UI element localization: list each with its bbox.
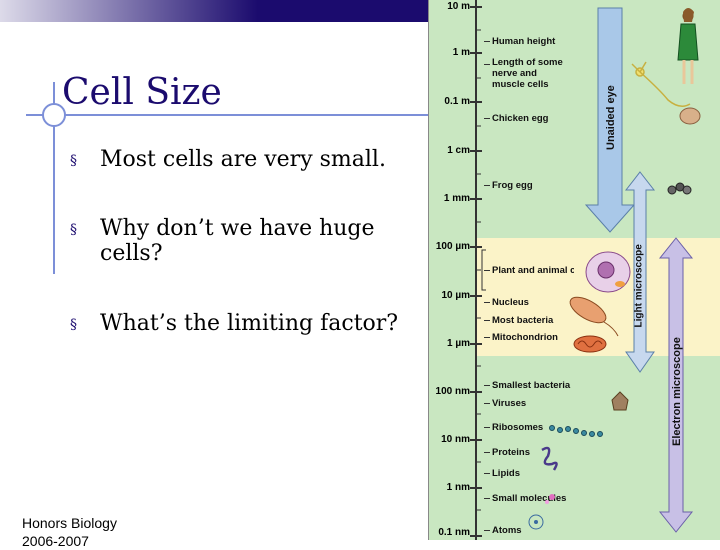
object-tick [484, 530, 490, 531]
electron-microscope-arrow [658, 237, 694, 533]
scale-tick [470, 439, 482, 441]
scale-tick-label: 1 m [452, 47, 470, 58]
scale-tick [470, 246, 482, 248]
bullet-item: § What’s the limiting factor? [70, 311, 415, 336]
scale-tick [470, 150, 482, 152]
unaided-eye-arrow [584, 7, 636, 233]
object-tick [484, 337, 490, 338]
mitochondrion-icon [573, 335, 607, 353]
object-label: Human height [492, 36, 556, 47]
object-tick [484, 385, 490, 386]
object-tick [484, 41, 490, 42]
chicken-egg-icon [679, 107, 701, 125]
scale-tick [470, 295, 482, 297]
object-label: Frog egg [492, 180, 533, 191]
scale-tick-label: 0.1 nm [438, 527, 470, 538]
object-tick [484, 473, 490, 474]
ribosomes-icon [549, 425, 603, 437]
bullet-icon: § [70, 222, 77, 238]
object-label: Plant and animal cells [492, 265, 574, 276]
object-tick [484, 118, 490, 119]
object-tick [484, 403, 490, 404]
light-microscope-arrow [624, 171, 656, 373]
footer-course: Honors Biology [22, 515, 117, 531]
object-label: Mitochondrion [492, 332, 558, 343]
scale-tick-label: 1 mm [443, 193, 470, 204]
scale-tick [470, 535, 482, 537]
object-label: Small molecules [492, 493, 567, 504]
scale-tick-label: 10 nm [441, 434, 470, 445]
object-label: Proteins [492, 447, 531, 458]
bullet-item: § Why don’t we have huge cells? [70, 216, 415, 266]
object-label: Chicken egg [492, 113, 549, 124]
object-tick [484, 185, 490, 186]
object-tick [484, 320, 490, 321]
bacterium-icon [569, 296, 619, 337]
object-label: Ribosomes [492, 422, 544, 433]
scale-tick [470, 101, 482, 103]
scale-tick [470, 198, 482, 200]
top-banner-fade [0, 0, 430, 22]
object-tick [484, 452, 490, 453]
slide-title: Cell Size [62, 72, 222, 113]
bullet-item: § Most cells are very small. [70, 147, 415, 172]
scale-tick [470, 391, 482, 393]
title-accent-circle [42, 103, 66, 127]
bullet-icon: § [70, 153, 77, 169]
scale-tick-label: 1 nm [446, 482, 470, 493]
scale-tick-label: 0.1 m [444, 96, 470, 107]
small-molecule-icon [545, 494, 555, 504]
nerve-cell-icon [631, 61, 691, 107]
object-tick [484, 302, 490, 303]
scale-tick-label: 1 cm [447, 145, 470, 156]
scale-tick [470, 487, 482, 489]
object-tick [484, 64, 490, 65]
object-tick [484, 427, 490, 428]
object-tick [484, 270, 490, 271]
object-label: Lipids [492, 468, 520, 479]
object-label: Nucleus [492, 297, 529, 308]
scale-tick-label: 10 m [447, 1, 470, 12]
bullet-text: Why don’t we have huge cells? [100, 216, 375, 266]
scale-tick-label: 100 µm [435, 241, 470, 252]
scale-tick [470, 52, 482, 54]
atom-icon [528, 514, 544, 530]
object-label: Smallest bacteria [492, 380, 571, 391]
object-label: Atoms [492, 525, 522, 536]
bullet-icon: § [70, 317, 77, 333]
scale-tick-label: 10 µm [441, 290, 470, 301]
protein-icon [541, 446, 558, 471]
object-label: Length of some nerve and muscle cells [492, 57, 563, 90]
frog-egg-icon [667, 182, 692, 195]
bullet-text: Most cells are very small. [100, 147, 386, 172]
title-accent-vertical-line [53, 82, 55, 274]
object-label: Most bacteria [492, 315, 554, 326]
object-label: Viruses [492, 398, 527, 409]
scale-tick-label: 100 nm [435, 386, 470, 397]
scale-tick [470, 343, 482, 345]
cell-icon [585, 251, 631, 293]
bullet-text: What’s the limiting factor? [100, 311, 399, 336]
scale-tick [470, 6, 482, 8]
title-accent-horizontal-line [26, 114, 431, 116]
object-tick [484, 498, 490, 499]
scale-tick-label: 1 µm [447, 338, 470, 349]
human-figure-icon [677, 8, 699, 84]
virus-icon [611, 391, 629, 411]
